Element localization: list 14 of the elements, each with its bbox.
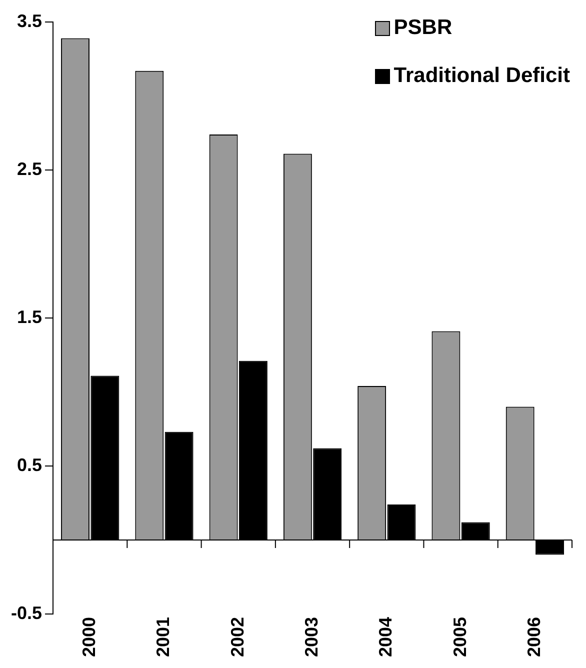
- y-tick-label: 3.5: [16, 10, 42, 31]
- x-tick-label: 2004: [376, 616, 396, 658]
- x-tick-label: 2001: [153, 616, 174, 658]
- x-tick-label: 2003: [301, 616, 322, 658]
- y-tick-label: 1.5: [16, 306, 42, 327]
- y-tick-label: 0.5: [16, 454, 42, 475]
- x-tick-label: 2002: [227, 616, 248, 658]
- legend-label: Traditional Deficit: [394, 64, 570, 88]
- x-tick-label: 2005: [450, 616, 470, 658]
- x-tick-label: 2000: [79, 616, 100, 658]
- legend-label: PSBR: [394, 16, 452, 40]
- x-tick-label: 2006: [524, 616, 544, 658]
- y-tick-label: -0.5: [10, 602, 42, 623]
- y-tick-label: 2.5: [16, 158, 42, 179]
